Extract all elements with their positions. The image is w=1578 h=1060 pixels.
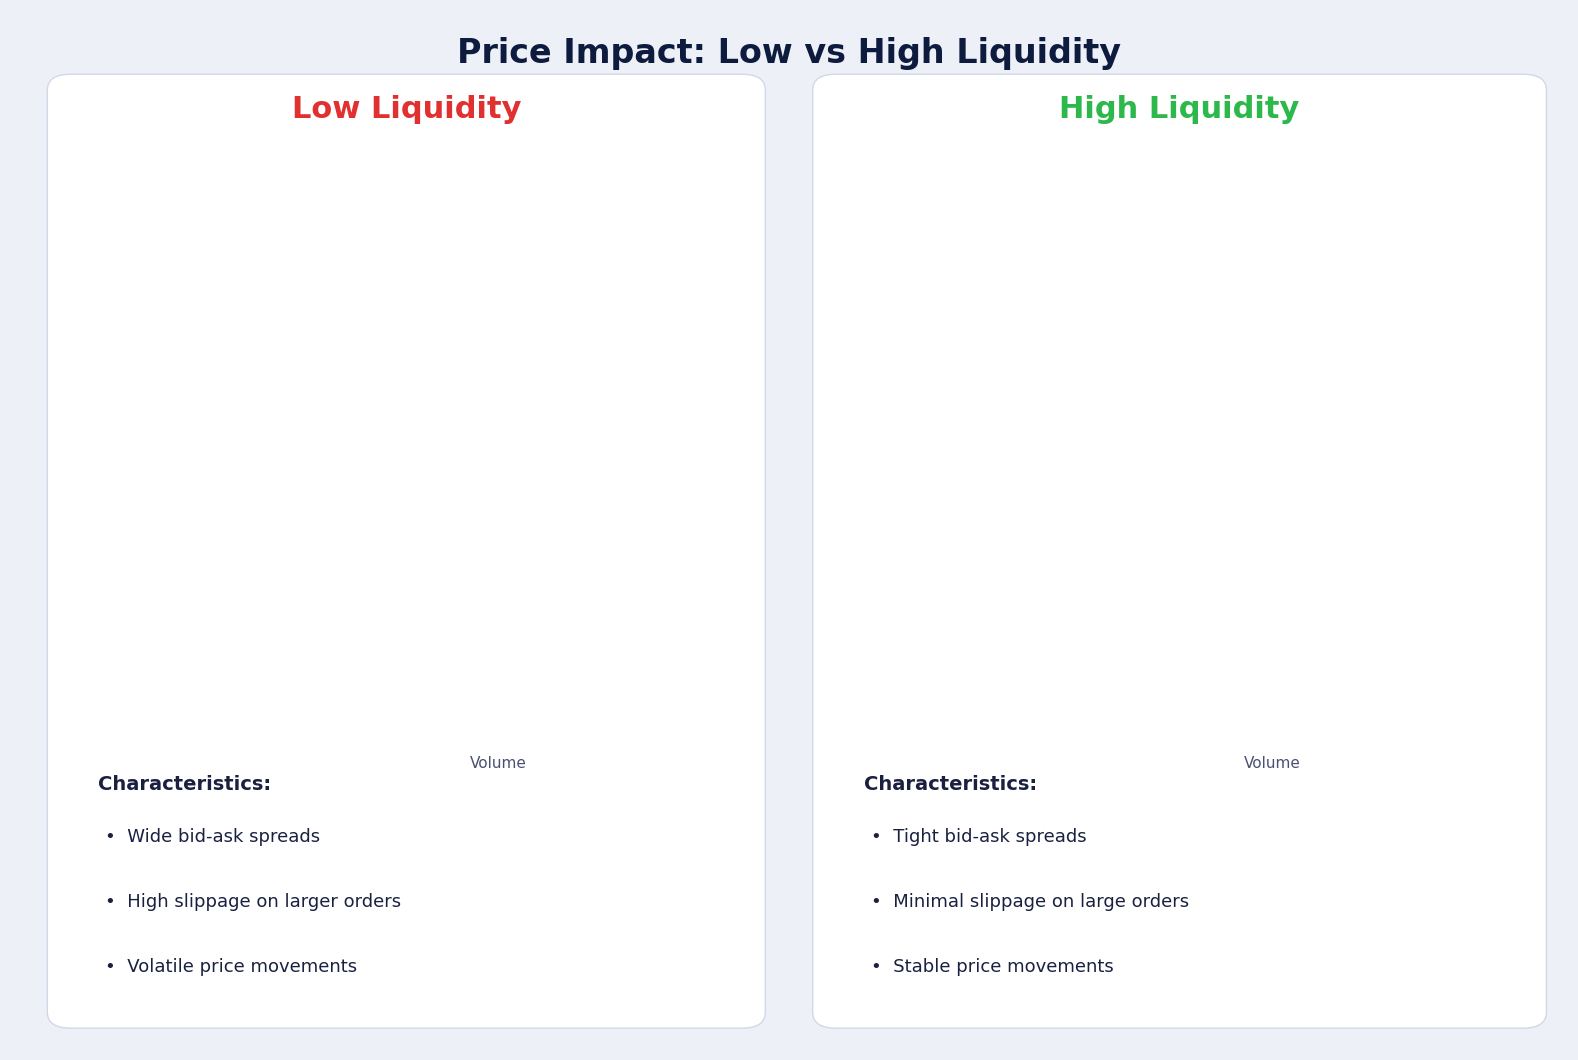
Text: •  Minimal slippage on large orders: • Minimal slippage on large orders <box>871 893 1190 911</box>
Text: Volume: Volume <box>470 757 527 772</box>
Text: High Liquidity: High Liquidity <box>1059 95 1300 124</box>
Text: Price Impact: Low vs High Liquidity: Price Impact: Low vs High Liquidity <box>458 37 1120 70</box>
Text: Volume: Volume <box>1243 757 1300 772</box>
Text: Small Price
Impact: Small Price Impact <box>1228 393 1349 439</box>
Text: Low Liquidity: Low Liquidity <box>292 95 521 124</box>
Text: •  Tight bid-ask spreads: • Tight bid-ask spreads <box>871 828 1087 846</box>
Text: •  Stable price movements: • Stable price movements <box>871 957 1114 975</box>
Text: Characteristics:: Characteristics: <box>98 776 271 794</box>
Text: Large Price
Impact: Large Price Impact <box>456 464 581 510</box>
Text: •  Volatile price movements: • Volatile price movements <box>104 957 357 975</box>
Y-axis label: Price: Price <box>122 446 137 484</box>
Text: Characteristics:: Characteristics: <box>865 776 1037 794</box>
Text: •  Wide bid-ask spreads: • Wide bid-ask spreads <box>104 828 320 846</box>
Y-axis label: Price: Price <box>888 446 904 484</box>
Text: •  High slippage on larger orders: • High slippage on larger orders <box>104 893 401 911</box>
